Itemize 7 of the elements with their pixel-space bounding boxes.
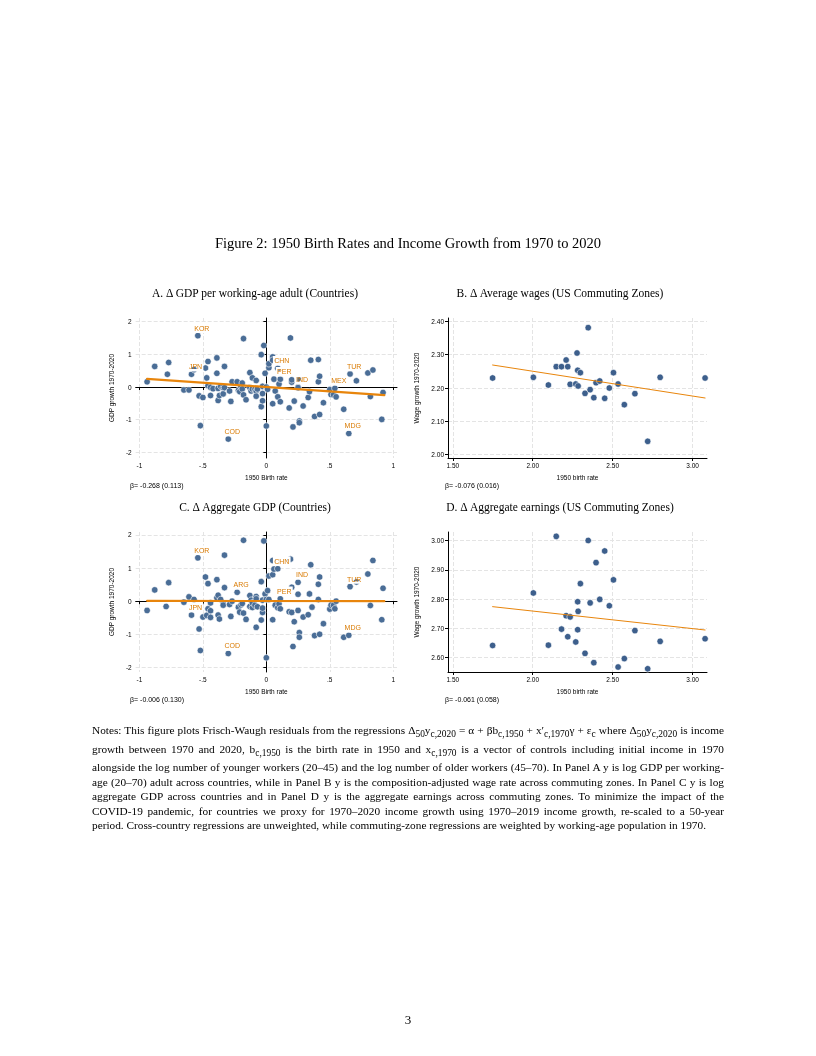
text: 3 [403, 1012, 413, 1028]
chart-title: B. Δ Average wages (US Commuting Zones) [456, 287, 664, 300]
chart-title: A. Δ GDP per working-age adult (Countries) [152, 287, 359, 300]
text: Notes: This figure plots Frisch-Waugh residuals from the regressions Δ$_{50}$y$_{c,2020}$ = α + βb$_{c,1950}$ + x′$_{c,1970}$γ + ε$_{c}$ where Δ$_{50}$y$_{c,2020}$ is income growth between 1970 and 2020, b$_{c,1950}$ is the birth rate in 1950 and x$_{c,1970}$ is a vector of controls including initial income in 1970 alongside the log number of younger workers (20–45) and the log number of older workers (45–70). In Panel A y is log GDP per working-age (20–70) adult across countries, while in Panel B y is the composition-adjusted wage rate across commuting zones. In Panel C y is log aggregate GDP across countries and in Panel D y is the aggregate earnings across commuting zones. To minimize the impact of the COVID-19 pandemic, for countries we proxy for 1970–2020 income growth using 1970–2019 income growth, re-scaled to a 50-year period. Cross-country regressions are unweighted, while commuting-zone regressions are weighted by working-age population in 1970. [92, 724, 725, 831]
caption: Figure 2: 1950 Birth Rates and Income Growth from 1970 to 2020 [213, 235, 603, 252]
chart-title: C. Δ Aggregate GDP (Countries) [179, 501, 331, 514]
chart-title: D. Δ Aggregate earnings (US Commuting Zones) [446, 501, 674, 514]
